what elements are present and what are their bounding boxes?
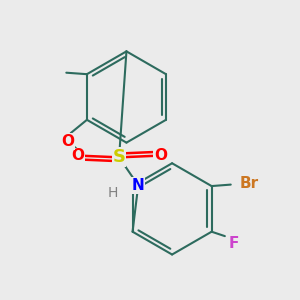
Text: O: O [154,148,167,164]
Text: Br: Br [240,176,259,190]
Text: O: O [71,148,84,164]
Text: O: O [61,134,74,149]
Text: H: H [108,186,119,200]
Text: F: F [229,236,239,251]
Text: S: S [112,148,126,166]
Text: N: N [132,178,145,193]
